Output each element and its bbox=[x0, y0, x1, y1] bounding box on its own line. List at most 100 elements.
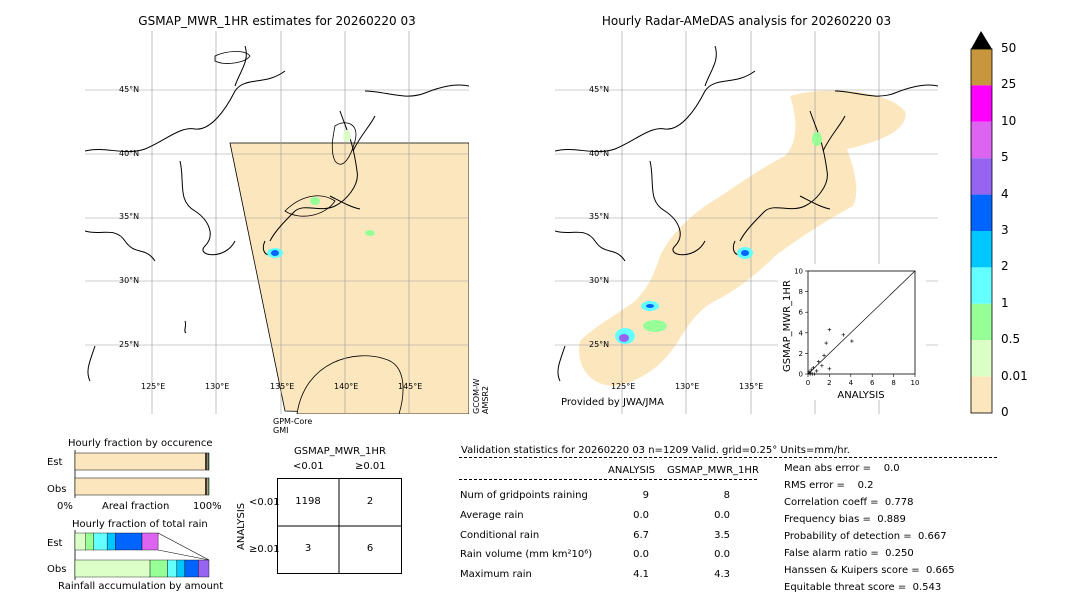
validation-table-rule bbox=[459, 479, 757, 480]
scatter-point bbox=[824, 341, 828, 345]
left-sat-right: GCOM-W AMSR2 bbox=[472, 378, 490, 414]
right-lat-label-40: 40°N bbox=[589, 149, 610, 158]
left-lon-label-125: 125°E bbox=[141, 382, 166, 391]
contingency-title: GSMAP_MWR_1HR bbox=[294, 446, 386, 457]
contingency-row-ge: ≥0.01 bbox=[249, 544, 280, 555]
scatter-point bbox=[816, 359, 821, 364]
right-lat-label-35: 35°N bbox=[589, 212, 610, 221]
colorbar-tick-label: 4 bbox=[1001, 186, 1009, 201]
amount-connector bbox=[157, 532, 210, 561]
scatter-point bbox=[814, 369, 819, 373]
colorbar-tick-label: 5 bbox=[1001, 150, 1009, 165]
amount-bar-segment bbox=[141, 532, 159, 551]
validation-row-gsmap: 8 bbox=[723, 490, 730, 501]
validation-row-analysis: 0.0 bbox=[633, 510, 649, 521]
scatter-plot: 00 2 2 4 4 6 6 8 8 10 10 bbox=[794, 268, 920, 388]
amount-bar-segment bbox=[115, 532, 143, 551]
validation-header-rule bbox=[459, 457, 997, 458]
colorbar-segment bbox=[971, 267, 992, 304]
contingency-cell-00: 1198 bbox=[295, 496, 321, 507]
amount-row-est: Est bbox=[47, 538, 63, 549]
scatter-xtick-label: 6 bbox=[870, 379, 875, 387]
score-frequency-bias: Frequency bias = 0.889 bbox=[784, 514, 906, 525]
score-mean-abs-error: Mean abs error = 0.0 bbox=[784, 463, 900, 474]
occurrence-axis-mid: Areal fraction bbox=[102, 501, 170, 512]
validation-row-analysis: 9 bbox=[642, 490, 649, 501]
scatter-ytick-label: 0 bbox=[799, 371, 803, 379]
scatter-ytick-label: 10 bbox=[794, 268, 803, 276]
occurrence-bar-segment bbox=[207, 452, 210, 471]
left-lat-label-30: 30°N bbox=[119, 276, 140, 285]
validation-row-label: Rain volume (mm km²10⁶) bbox=[460, 549, 593, 560]
contingency-cell-10: 3 bbox=[304, 543, 312, 554]
contingency-grid bbox=[277, 478, 402, 574]
score-pod: Probability of detection = 0.667 bbox=[784, 531, 947, 542]
left-sat-bottom: GPM-Core GMI bbox=[273, 417, 313, 435]
occurrence-row-obs: Obs bbox=[47, 484, 67, 495]
left-lat-label-45: 45°N bbox=[119, 85, 140, 94]
amount-xlabel: Rainfall accumulation by amount bbox=[58, 581, 224, 592]
left-lon-label-145: 145°E bbox=[398, 382, 423, 391]
contingency-col-ge: ≥0.01 bbox=[355, 461, 386, 472]
left-lat-label-40: 40°N bbox=[119, 149, 140, 158]
validation-row-gsmap: 3.5 bbox=[714, 530, 730, 541]
colorbar-top-triangle bbox=[971, 31, 992, 49]
scatter-ytick-label: 6 bbox=[799, 309, 804, 317]
scatter-xtick-label: 2 bbox=[827, 379, 831, 387]
amount-bar-segment bbox=[198, 559, 210, 578]
scatter-ytick-label: 8 bbox=[799, 288, 803, 296]
scatter-point bbox=[811, 366, 816, 370]
left-map-swath-arc bbox=[296, 355, 404, 414]
score-rms-error: RMS error = 0.2 bbox=[784, 480, 874, 491]
score-ets: Equitable threat score = 0.543 bbox=[784, 582, 942, 593]
occurrence-row-est: Est bbox=[47, 457, 63, 468]
score-correlation: Correlation coeff = 0.778 bbox=[784, 497, 914, 508]
colorbar-tick-label: 0.01 bbox=[1001, 368, 1028, 383]
scatter-ytick-label: 4 bbox=[799, 329, 804, 337]
occurrence-axis-100: 100% bbox=[193, 501, 222, 512]
amount-bar-segment bbox=[167, 559, 178, 578]
amount-bar-segment bbox=[85, 532, 94, 551]
amount-row-obs: Obs bbox=[47, 564, 67, 575]
provider-credit: Provided by JWA/JMA bbox=[561, 397, 664, 408]
right-lat-label-30: 30°N bbox=[589, 276, 610, 285]
contingency-cell-11: 6 bbox=[366, 543, 374, 554]
right-map bbox=[555, 31, 938, 414]
colorbar-segment bbox=[971, 85, 992, 122]
occurrence-title: Hourly fraction by occurence bbox=[68, 438, 213, 449]
scatter-point bbox=[820, 363, 824, 368]
score-hk: Hanssen & Kuipers score = 0.665 bbox=[784, 565, 955, 576]
validation-row-label: Maximum rain bbox=[460, 569, 532, 580]
contingency-cell-01: 2 bbox=[366, 496, 374, 507]
occurrence-bar-segment bbox=[74, 452, 209, 471]
scatter-point bbox=[827, 327, 832, 332]
colorbar-segment bbox=[971, 303, 992, 341]
colorbar-segment bbox=[971, 231, 992, 268]
colorbar-tick-label: 0 bbox=[1001, 405, 1009, 419]
validation-row-gsmap: 4.3 bbox=[714, 569, 730, 580]
colorbar-segment bbox=[971, 121, 992, 159]
scatter-diagonal bbox=[807, 270, 916, 375]
scatter-xtick-label: 0 bbox=[806, 379, 810, 387]
scatter-xlabel: ANALYSIS bbox=[837, 390, 885, 401]
left-lat-label-25: 25°N bbox=[119, 340, 140, 349]
colorbar bbox=[970, 31, 993, 414]
colorbar-segment bbox=[971, 158, 992, 195]
colorbar-tick-label: 2 bbox=[1001, 259, 1009, 274]
right-lon-label-130: 130°E bbox=[675, 382, 700, 391]
scatter-point bbox=[841, 333, 846, 337]
colorbar-tick-label: 1 bbox=[1001, 295, 1009, 310]
validation-row-gsmap: 0.0 bbox=[714, 510, 730, 521]
left-map bbox=[85, 31, 469, 414]
left-map-title: GSMAP_MWR_1HR estimates for 20260220 03 bbox=[138, 14, 416, 28]
right-lat-label-25: 25°N bbox=[589, 340, 610, 349]
colorbar-tick-label: 3 bbox=[1001, 223, 1009, 237]
colorbar-segment bbox=[971, 340, 992, 377]
amount-bar-segment bbox=[149, 559, 168, 578]
amount-bar-segment bbox=[184, 559, 199, 578]
right-map-title: Hourly Radar-AMeDAS analysis for 2026022… bbox=[601, 14, 892, 28]
scatter-xtick-label: 10 bbox=[911, 379, 920, 387]
scatter-point bbox=[812, 372, 817, 376]
validation-row-label: Conditional rain bbox=[460, 530, 540, 541]
validation-row-analysis: 4.1 bbox=[633, 569, 649, 580]
